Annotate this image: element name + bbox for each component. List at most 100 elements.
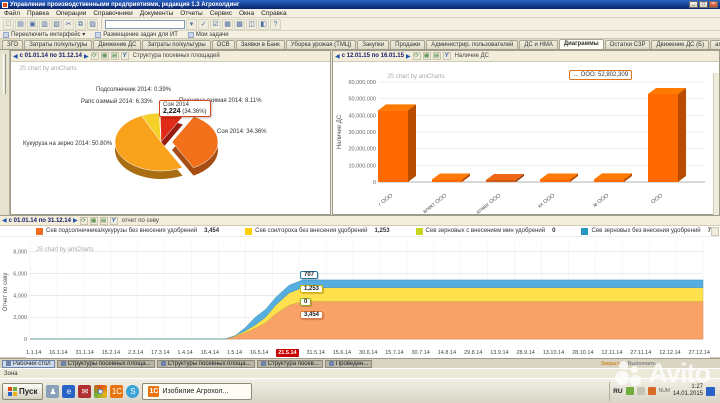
- filter-icon[interactable]: Y: [442, 52, 451, 60]
- maximize-button[interactable]: □: [699, 1, 708, 8]
- menu-item-9[interactable]: Справка: [261, 9, 287, 17]
- chart-settings-icon[interactable]: ▦: [100, 52, 109, 60]
- bar-chart-area[interactable]: JS chart by amCharts 0 10,000,000 20,000,0…: [333, 62, 719, 215]
- mdi-tab-3[interactable]: Структуры посевных площа...: [156, 359, 255, 368]
- pie-chart[interactable]: [11, 62, 330, 215]
- chart-settings-icon[interactable]: ▦: [422, 52, 431, 60]
- tab-7[interactable]: Уборка урожая (ТМЦ): [285, 40, 357, 49]
- tray-1c-icon[interactable]: [647, 387, 656, 395]
- collapsed-side-panel[interactable]: [0, 50, 10, 358]
- menu-item-7[interactable]: Сервис: [209, 9, 232, 17]
- open-icon[interactable]: ▤: [15, 18, 26, 30]
- mdi-tab-desktop[interactable]: Рабочий стол: [2, 359, 55, 368]
- new-icon[interactable]: □: [3, 18, 14, 30]
- minimize-button[interactable]: _: [689, 1, 698, 8]
- amcharts-brand[interactable]: JS chart by amCharts: [19, 66, 77, 72]
- quicklaunch-mail-icon[interactable]: ✉: [78, 384, 92, 398]
- tab-11[interactable]: ДС и НМА: [519, 40, 558, 49]
- legend-item-1[interactable]: Сев подсолнечника/кукурузы без внесения …: [36, 227, 219, 235]
- interface-button-2[interactable]: Размещение задач для ИТ: [95, 31, 178, 38]
- menu-item-2[interactable]: Правка: [26, 9, 49, 17]
- chart-settings-icon[interactable]: ▦: [89, 216, 98, 225]
- calc-icon[interactable]: ▦: [222, 18, 233, 30]
- next-period-icon[interactable]: ▶: [405, 53, 411, 60]
- tile-icon[interactable]: ◫: [246, 18, 257, 30]
- tab-1[interactable]: ЗГО: [2, 40, 24, 49]
- legend-item-2[interactable]: Сев сои/гороха без внесения удобрений 1,2…: [245, 227, 390, 235]
- vertical-scrollbar[interactable]: [713, 73, 719, 215]
- internet-explorer-icon[interactable]: e: [62, 384, 76, 398]
- legend-item-4[interactable]: Сев зерновых без внесения удобрений707: [581, 227, 718, 235]
- save-icon[interactable]: ▣: [27, 18, 38, 30]
- bar-chart[interactable]: 0 10,000,000 20,000,000 30,000,000 40,000,00…: [333, 62, 713, 215]
- print-icon[interactable]: ▥: [39, 18, 50, 30]
- tab-9[interactable]: Продажи: [390, 40, 426, 49]
- area-chart[interactable]: 0 2,000 4,000 6,000 8,000 Отчет по севу: [0, 237, 720, 347]
- prev-period-icon[interactable]: ◀: [2, 218, 7, 224]
- interface-button-1[interactable]: Переключить интерфейс ▾: [3, 31, 85, 38]
- mdi-tab-2[interactable]: Структуры посевных площа...: [56, 359, 155, 368]
- next-period-icon[interactable]: ▶: [83, 53, 89, 60]
- find-icon[interactable]: ✓: [198, 18, 209, 30]
- paste-icon[interactable]: ▨: [87, 18, 98, 30]
- cut-icon[interactable]: ✂: [63, 18, 74, 30]
- quicklaunch-skype-icon[interactable]: S: [126, 384, 140, 398]
- area-chart-region[interactable]: JS chart by amCharts 0 2,000 4,000 6,000 8,0…: [0, 237, 720, 347]
- language-indicator[interactable]: RU: [613, 387, 623, 395]
- menu-item-1[interactable]: Файл: [4, 9, 20, 17]
- export-icon[interactable]: ▤: [110, 52, 119, 60]
- quicklaunch-app-icon[interactable]: ♟: [46, 384, 60, 398]
- prev-period-icon[interactable]: ◀: [13, 53, 18, 60]
- preview-icon[interactable]: ▧: [51, 18, 62, 30]
- refresh-icon[interactable]: ⟳: [79, 216, 88, 225]
- copy-icon[interactable]: ⧉: [75, 18, 86, 30]
- tray-volume-icon[interactable]: [636, 387, 645, 395]
- export-icon[interactable]: ▤: [99, 216, 108, 225]
- check-icon[interactable]: ☑: [210, 18, 221, 30]
- refresh-icon[interactable]: ⟳: [90, 52, 99, 60]
- mdi-link-2[interactable]: Выполнить: [627, 360, 656, 367]
- next-period-icon[interactable]: ▶: [72, 218, 78, 224]
- close-button[interactable]: ×: [709, 1, 718, 8]
- menu-item-4[interactable]: Справочники: [93, 9, 133, 17]
- pie-chart-area[interactable]: JS chart by amCharts Соя 2014 2,224 (34.…: [11, 62, 330, 215]
- calendar-icon[interactable]: ▩: [234, 18, 245, 30]
- export-icon[interactable]: ▤: [432, 52, 441, 60]
- tab-5[interactable]: ОСВ: [211, 40, 235, 49]
- tab-13[interactable]: Остатки СЗР: [604, 40, 651, 49]
- tab-10[interactable]: Администрир. пользователей: [426, 40, 519, 49]
- menu-item-6[interactable]: Отчеты: [180, 9, 203, 17]
- cascade-icon[interactable]: ◧: [258, 18, 269, 30]
- tray-status-icon[interactable]: [625, 387, 634, 395]
- search-input[interactable]: [105, 19, 185, 29]
- amcharts-brand[interactable]: JS chart by amCharts: [36, 247, 94, 253]
- tab-2[interactable]: Затраты по/культуры: [24, 40, 93, 49]
- tab-8[interactable]: Закупки: [357, 40, 390, 49]
- menu-item-8[interactable]: Окна: [239, 9, 255, 17]
- prev-period-icon[interactable]: ◀: [335, 53, 340, 60]
- tab-14[interactable]: Движение ДС (Б): [651, 40, 710, 49]
- menu-item-3[interactable]: Операции: [55, 9, 87, 17]
- tab-4[interactable]: Затраты по/культуры: [142, 40, 211, 49]
- menu-item-5[interactable]: Документы: [139, 9, 174, 17]
- tab-12[interactable]: Диаграммы: [558, 39, 604, 49]
- mdi-tab-4[interactable]: Структура посев...: [256, 359, 323, 368]
- tab-15[interactable]: amCharts сев: [710, 40, 720, 49]
- refresh-icon[interactable]: ⟳: [412, 52, 421, 60]
- tray-clock[interactable]: 1:27 14.01.2015: [673, 384, 703, 398]
- tab-3[interactable]: Движение ДС: [93, 40, 142, 49]
- interface-button-3[interactable]: Мои задачи: [187, 31, 229, 38]
- dropdown-icon[interactable]: ▾: [186, 18, 197, 30]
- filter-icon[interactable]: Y: [109, 216, 118, 225]
- active-task-button[interactable]: 1С Изобилие Агрохол...: [142, 382, 253, 400]
- mdi-tab-5[interactable]: Проведен...: [324, 359, 373, 368]
- filter-icon[interactable]: Y: [120, 52, 129, 60]
- chrome-icon[interactable]: [94, 384, 108, 398]
- mdi-link-1[interactable]: Закрыть: [600, 360, 622, 367]
- amcharts-brand[interactable]: JS chart by amCharts: [387, 74, 445, 80]
- help-icon[interactable]: ?: [270, 18, 281, 30]
- start-button[interactable]: Пуск: [2, 382, 44, 400]
- legend-item-3[interactable]: Сев зерновых с внесением мин удобрений 0: [415, 227, 555, 235]
- legend-scroll-icon[interactable]: [711, 227, 719, 236]
- 1c-launcher-icon[interactable]: 1С: [110, 384, 124, 398]
